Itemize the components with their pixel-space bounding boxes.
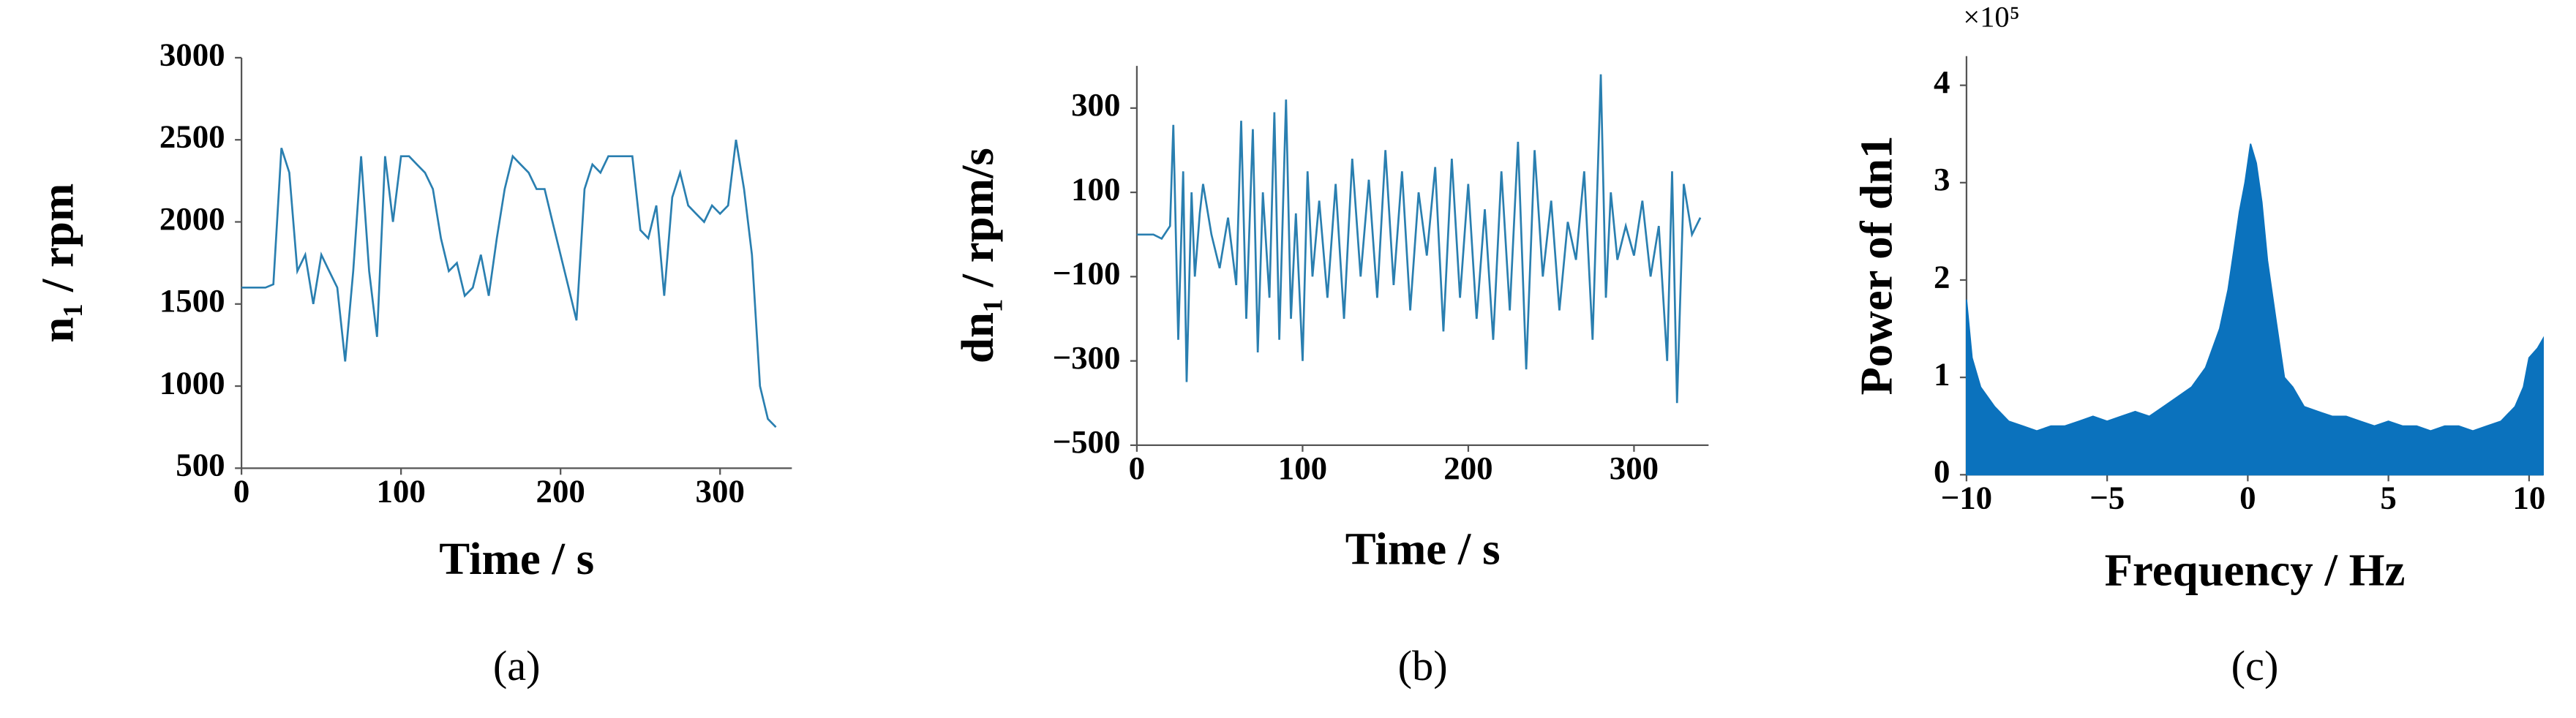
x-tick-label: 100 — [376, 473, 425, 510]
caption: (b) — [1398, 642, 1448, 689]
caption: (c) — [2231, 642, 2279, 689]
y-tick-label: 0 — [1934, 453, 1950, 490]
x-tick-label: 5 — [2380, 480, 2396, 516]
y-tick-label: 3000 — [159, 36, 225, 72]
x-tick-label: 0 — [233, 473, 249, 510]
y-tick-label: 100 — [1071, 170, 1120, 207]
y-tick-label: 500 — [176, 447, 225, 483]
x-tick-label: 200 — [1443, 450, 1492, 486]
x-tick-label: 10 — [2512, 480, 2545, 516]
x-axis-label: Frequency / Hz — [2105, 545, 2406, 596]
x-axis-label: Time / s — [439, 533, 594, 584]
y-axis-label: n₁ / rpm — [32, 184, 83, 343]
caption: (a) — [493, 642, 541, 689]
x-tick-label: −5 — [2089, 480, 2125, 516]
x-tick-label: −10 — [1941, 480, 1993, 516]
line — [1136, 74, 1702, 404]
y-axis-label: dn₁ / rpm/s — [952, 148, 1003, 363]
y-tick-label: 2 — [1934, 258, 1950, 295]
axis-multiplier: ×10⁵ — [1963, 1, 2019, 34]
y-axis-label: Power of dn1 — [1851, 135, 1902, 395]
line — [241, 140, 777, 428]
y-tick-label: 1 — [1934, 355, 1950, 392]
x-tick-label: 300 — [1610, 450, 1659, 486]
x-tick-label: 0 — [1129, 450, 1145, 486]
x-tick-label: 100 — [1278, 450, 1327, 486]
x-tick-label: 0 — [2239, 480, 2256, 516]
y-tick-label: −100 — [1053, 255, 1121, 292]
y-tick-label: 4 — [1934, 64, 1950, 100]
y-tick-label: 300 — [1071, 86, 1120, 123]
y-tick-label: −500 — [1053, 423, 1121, 460]
x-axis-label: Time / s — [1345, 524, 1501, 575]
x-tick-label: 300 — [696, 473, 745, 510]
y-tick-label: 3 — [1934, 161, 1950, 197]
y-tick-label: 1000 — [159, 364, 225, 401]
y-tick-label: 2500 — [159, 118, 225, 155]
x-tick-label: 200 — [536, 473, 585, 510]
y-tick-label: 2000 — [159, 200, 225, 237]
y-tick-label: −300 — [1053, 339, 1121, 376]
y-tick-label: 1500 — [159, 282, 225, 319]
area — [1966, 143, 2544, 476]
